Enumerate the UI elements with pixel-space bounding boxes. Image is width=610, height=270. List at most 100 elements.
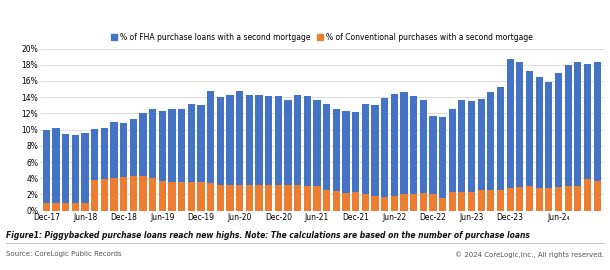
Bar (207, 183, 214, 211)
Bar (448, 109, 456, 211)
Bar (72, 135, 79, 211)
Bar (149, 178, 156, 211)
Bar (207, 91, 214, 211)
Bar (536, 188, 543, 211)
Bar (168, 109, 176, 211)
Bar (342, 193, 350, 211)
Bar (352, 112, 359, 211)
Bar (352, 192, 359, 211)
Bar (574, 62, 581, 211)
Bar (420, 100, 427, 211)
Bar (497, 87, 504, 211)
Bar (390, 94, 398, 211)
Bar (555, 187, 562, 211)
Bar (468, 101, 475, 211)
Bar (265, 96, 272, 211)
Bar (226, 185, 234, 211)
Bar (420, 193, 427, 211)
Bar (246, 95, 253, 211)
Bar (217, 185, 224, 211)
Bar (478, 99, 485, 211)
Text: © 2024 CoreLogic,Inc., All rights reserved.: © 2024 CoreLogic,Inc., All rights reserv… (455, 251, 604, 258)
Bar (371, 105, 379, 211)
Bar (246, 185, 253, 211)
Bar (226, 95, 234, 211)
Bar (458, 192, 465, 211)
Bar (159, 181, 166, 211)
Bar (101, 128, 108, 211)
Bar (188, 182, 195, 211)
Bar (478, 190, 485, 211)
Bar (323, 104, 330, 211)
Bar (110, 178, 118, 211)
Bar (506, 59, 514, 211)
Bar (294, 95, 301, 211)
Bar (52, 202, 60, 211)
Bar (62, 202, 70, 211)
Bar (410, 194, 417, 211)
Bar (516, 62, 523, 211)
Bar (497, 190, 504, 211)
Bar (91, 180, 98, 211)
Bar (236, 91, 243, 211)
Bar (458, 100, 465, 211)
Bar (371, 196, 379, 211)
Bar (284, 100, 292, 211)
Bar (72, 202, 79, 211)
Bar (362, 104, 369, 211)
Bar (168, 182, 176, 211)
Bar (390, 196, 398, 211)
Bar (487, 190, 495, 211)
Bar (159, 111, 166, 211)
Bar (130, 176, 137, 211)
Bar (149, 109, 156, 211)
Legend: % of FHA purchase loans with a second mortgage, % of Conventional purchases with: % of FHA purchase loans with a second mo… (111, 33, 533, 42)
Bar (256, 185, 262, 211)
Bar (526, 186, 533, 211)
Bar (140, 176, 146, 211)
Bar (62, 134, 70, 211)
Bar (381, 197, 388, 211)
Bar (101, 179, 108, 211)
Bar (256, 95, 262, 211)
Bar (362, 194, 369, 211)
Bar (400, 194, 407, 211)
Bar (410, 96, 417, 211)
Bar (545, 82, 553, 211)
Bar (564, 65, 572, 211)
Bar (140, 113, 146, 211)
Bar (487, 92, 495, 211)
Bar (178, 182, 185, 211)
Bar (236, 185, 243, 211)
Bar (274, 96, 282, 211)
Bar (439, 117, 446, 211)
Text: Source: CoreLogic Public Records: Source: CoreLogic Public Records (6, 251, 122, 257)
Bar (43, 130, 50, 211)
Bar (536, 77, 543, 211)
Bar (294, 185, 301, 211)
Bar (120, 123, 127, 211)
Bar (265, 185, 272, 211)
Bar (82, 133, 88, 211)
Bar (545, 188, 553, 211)
Bar (516, 187, 523, 211)
Bar (594, 181, 601, 211)
Bar (564, 186, 572, 211)
Bar (468, 192, 475, 211)
Bar (314, 100, 321, 211)
Bar (91, 129, 98, 211)
Bar (594, 62, 601, 211)
Bar (284, 185, 292, 211)
Bar (274, 185, 282, 211)
Bar (52, 128, 60, 211)
Bar (574, 186, 581, 211)
Bar (188, 104, 195, 211)
Bar (304, 96, 311, 211)
Bar (304, 186, 311, 211)
Bar (381, 98, 388, 211)
Bar (342, 111, 350, 211)
Bar (82, 202, 88, 211)
Bar (198, 105, 204, 211)
Bar (555, 73, 562, 211)
Bar (120, 177, 127, 211)
